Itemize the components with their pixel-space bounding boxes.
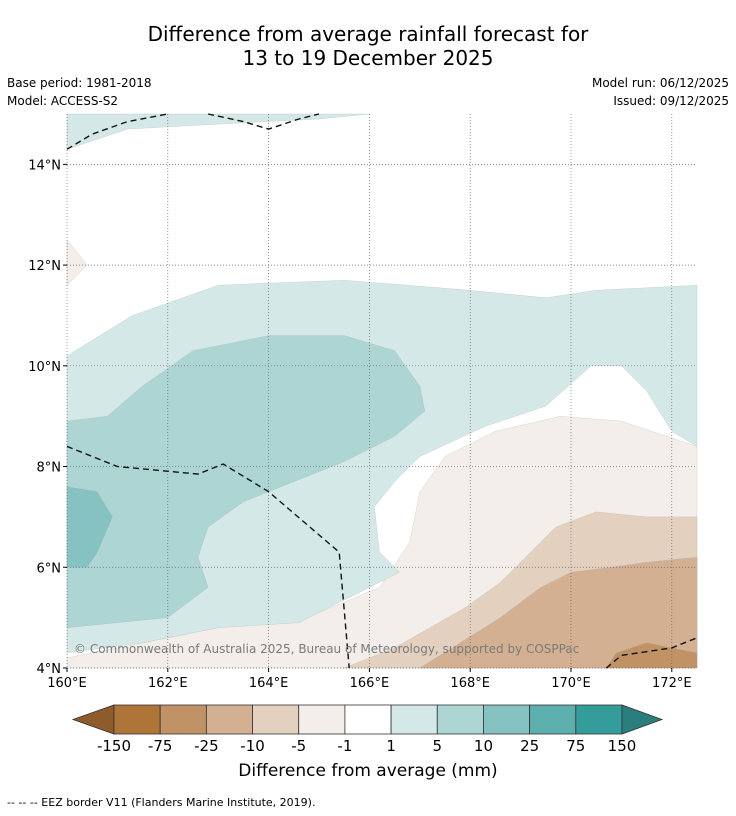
- meta-right: Model run: 06/12/2025 Issued: 09/12/2025: [592, 74, 729, 110]
- eez-border-line: [66, 445, 350, 669]
- colorbar-tick-label: -1: [337, 737, 352, 755]
- colorbar-tick-label: 1: [386, 737, 396, 755]
- model-name: Model: ACCESS-S2: [7, 94, 119, 108]
- y-tick-label: 8°N: [37, 461, 62, 476]
- title-line-1: Difference from average rainfall forecas…: [147, 22, 589, 46]
- meta-left: Base period: 1981-2018 Model: ACCESS-S2: [7, 74, 152, 110]
- colorbar-bin: [298, 704, 346, 735]
- eez-footer-note: -- -- -- EEZ border V11 (Flanders Marine…: [7, 796, 316, 809]
- y-tick-label: 6°N: [37, 561, 62, 576]
- eez-border-line: [66, 113, 168, 150]
- colorbar-bin: [390, 704, 438, 735]
- x-tick-label: 164°E: [249, 676, 289, 691]
- x-tick-label: 170°E: [551, 676, 591, 691]
- y-tick-label: 12°N: [28, 259, 61, 274]
- x-tick-label: 160°E: [47, 676, 87, 691]
- copyright-text: © Commonwealth of Australia 2025, Bureau…: [74, 642, 579, 656]
- colorbar-bin: [205, 704, 253, 735]
- colorbar-tick-label: 5: [432, 737, 442, 755]
- contour-layer: [66, 113, 698, 669]
- colorbar-over-arrow: [621, 704, 664, 735]
- chart-title: Difference from average rainfall forecas…: [0, 22, 736, 70]
- colorbar-bin: [252, 704, 300, 735]
- colorbar-bin: [436, 704, 484, 735]
- eez-layer: [66, 113, 698, 669]
- colorbar-bin: [159, 704, 207, 735]
- contour-region-2: [419, 556, 698, 669]
- colorbar-tick-label: 150: [608, 737, 637, 755]
- y-tick-label: 4°N: [37, 662, 62, 677]
- y-tick-label: 10°N: [28, 360, 61, 375]
- colorbar-tick-label: 75: [566, 737, 585, 755]
- base-period: Base period: 1981-2018: [7, 76, 152, 90]
- x-tick-label: 168°E: [450, 676, 490, 691]
- colorbar: -150 -75 -25 -10 -5 -1 1 5 10 25 75 150: [71, 704, 664, 755]
- eez-border-line: [605, 637, 698, 669]
- x-tick-label: 166°E: [350, 676, 390, 691]
- colorbar-bin: [483, 704, 531, 735]
- colorbar-tick-label: -25: [194, 737, 219, 755]
- model-run: Model run: 06/12/2025: [591, 76, 729, 90]
- colorbar-tick-label: -10: [240, 737, 265, 755]
- colorbar-under-arrow: [71, 704, 115, 735]
- colorbar-bin: [113, 704, 161, 735]
- colorbar-tick-label: -75: [148, 737, 173, 755]
- contour-region-7: [66, 335, 426, 628]
- colorbar-tick-label: -150: [97, 737, 131, 755]
- x-tick-label: 162°E: [148, 676, 188, 691]
- axes-layer: 160°E 162°E 164°E 166°E 168°E 170°E 172°E 4°N 6°…: [28, 158, 691, 691]
- x-tick-label: 172°E: [652, 676, 692, 691]
- colorbar-tick-label: -5: [291, 737, 306, 755]
- y-tick-label: 14°N: [28, 158, 61, 173]
- colorbar-tick-label: 10: [474, 737, 493, 755]
- title-line-2: 13 to 19 December 2025: [242, 46, 494, 70]
- colorbar-bin: [575, 704, 623, 735]
- colorbar-label: Difference from average (mm): [238, 761, 498, 781]
- contour-region-4: [66, 239, 88, 286]
- colorbar-tick-label: 25: [520, 737, 539, 755]
- grid-layer: [66, 114, 697, 669]
- issued-date: Issued: 09/12/2025: [613, 94, 729, 108]
- eez-border-line: [207, 113, 320, 130]
- colorbar-bin: [529, 704, 577, 735]
- contour-region-5: [66, 113, 370, 150]
- colorbar-bin: [344, 704, 392, 735]
